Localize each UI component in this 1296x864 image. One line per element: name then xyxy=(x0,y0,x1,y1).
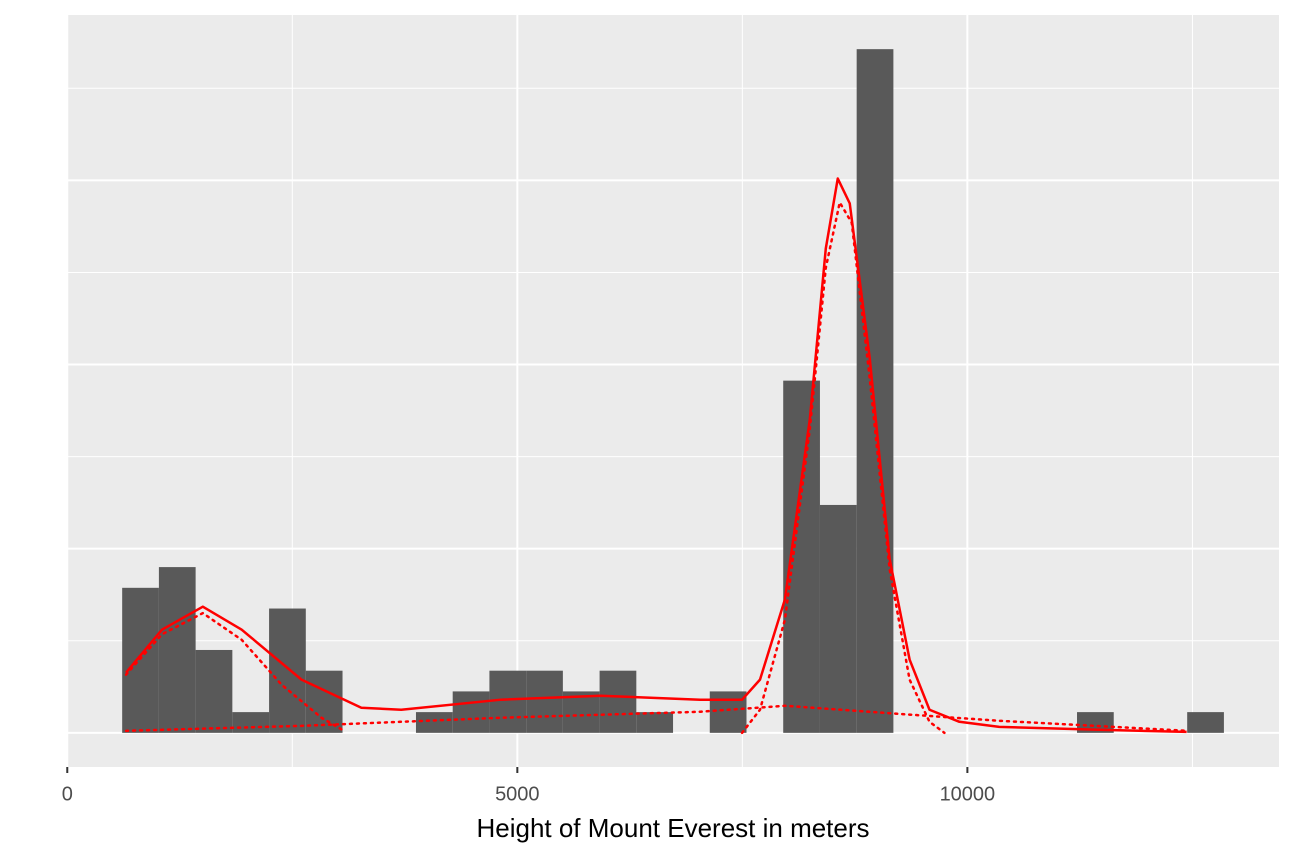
bar xyxy=(122,587,159,733)
bar xyxy=(783,380,820,733)
x-tick-label: 5000 xyxy=(495,783,540,805)
x-tick-label: 0 xyxy=(62,783,73,805)
bar xyxy=(269,608,306,733)
bar xyxy=(232,712,270,733)
bar xyxy=(158,567,196,733)
bar xyxy=(489,670,527,733)
bar xyxy=(636,712,674,733)
density-line xyxy=(740,201,946,735)
density-line xyxy=(125,177,1187,734)
bar xyxy=(452,691,490,733)
bar xyxy=(819,504,857,733)
bar xyxy=(526,670,563,733)
density-line xyxy=(124,611,344,732)
density-line xyxy=(124,704,1188,733)
bar xyxy=(305,670,343,733)
bar xyxy=(562,691,600,733)
x-axis-title: Height of Mount Everest in meters xyxy=(476,813,869,843)
bar xyxy=(709,691,747,733)
bar xyxy=(195,649,233,733)
x-tick-label: 10000 xyxy=(940,783,996,805)
panel-background xyxy=(67,15,1279,767)
bar xyxy=(415,712,453,733)
bar xyxy=(599,670,637,733)
bar xyxy=(1077,712,1114,733)
bar xyxy=(1187,712,1224,733)
bar xyxy=(856,49,894,733)
